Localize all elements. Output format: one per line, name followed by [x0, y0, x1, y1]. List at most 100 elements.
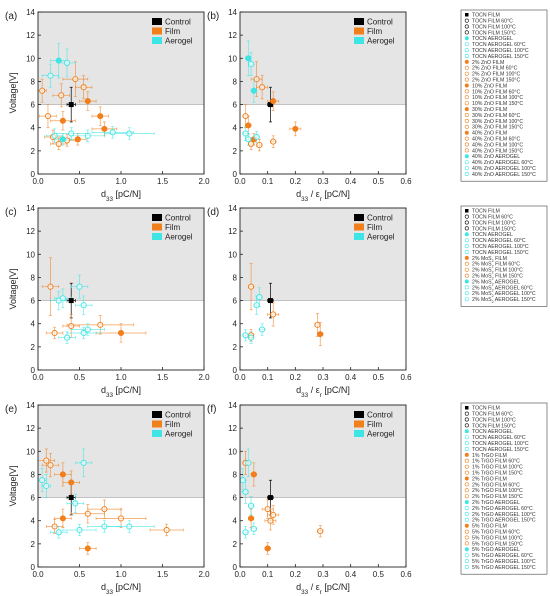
side-legend-label: 5% TrGO FILM — [472, 524, 507, 530]
legend-label: Aerogel — [367, 430, 395, 439]
side-legend-label: 2% ZnO FILM 60°C — [472, 66, 518, 72]
legend-label: Film — [165, 420, 180, 429]
data-point — [97, 113, 104, 120]
x-axis-label: d33 / εr [pC/N] — [296, 189, 350, 203]
data-point — [270, 138, 277, 145]
x-tick-label: 1.0 — [115, 570, 127, 579]
y-tick-label: 2 — [233, 147, 238, 156]
side-legend-label: TOCN FILM — [472, 406, 500, 412]
x-tick-label: 2.0 — [198, 373, 210, 382]
x-tick-label: 0.3 — [317, 177, 329, 186]
side-legend-label: 2% ZnO FILM — [472, 60, 504, 66]
data-point — [47, 72, 54, 79]
y-tick-label: 2 — [233, 540, 238, 549]
data-point — [80, 302, 87, 309]
y-tick-label: 10 — [26, 250, 35, 259]
panel-e: 0 2 4 6 8 10 12 14 0.0 0.5 1.0 1.5 2.0 d33 [pC/N] Volt… — [5, 401, 210, 596]
side-legend-marker — [464, 505, 469, 510]
data-point — [43, 457, 50, 464]
data-point — [317, 528, 324, 535]
data-point — [248, 334, 255, 341]
data-point — [51, 523, 58, 530]
side-legend-label: 10% ZnO FILM 150°C — [472, 101, 523, 107]
data-point — [97, 321, 104, 328]
side-legend-label: TOCN AEROGEL 100°C — [472, 48, 529, 54]
side-legend-marker — [464, 494, 469, 499]
side-legend-marker — [464, 273, 469, 278]
data-point — [242, 332, 249, 339]
x-tick-label: 0.2 — [290, 373, 302, 382]
y-tick-label: 10 — [26, 447, 35, 456]
data-point — [267, 298, 273, 304]
data-point — [68, 102, 74, 108]
x-axis-label: d33 / εr [pC/N] — [296, 385, 350, 399]
y-axis-label: Voltage[V] — [8, 465, 18, 506]
y-tick-label: 0 — [31, 563, 36, 572]
legend-swatch — [152, 223, 162, 231]
data-point — [58, 92, 65, 99]
y-tick-label: 6 — [233, 494, 238, 503]
y-tick-label: 8 — [31, 470, 36, 479]
legend-label: Aerogel — [165, 37, 193, 46]
side-legend-marker — [464, 53, 469, 58]
x-tick-label: 0.2 — [290, 570, 302, 579]
y-tick-label: 0 — [31, 170, 36, 179]
side-legend-label: 2% ZnO FILM 150°C — [472, 78, 520, 84]
side-legend-marker — [464, 71, 469, 76]
data-point — [59, 295, 66, 302]
legend-swatch — [152, 18, 162, 25]
x-axis-label: d33 [pC/N] — [101, 582, 141, 596]
x-tick-label: 0.0 — [234, 373, 246, 382]
side-legend-marker — [464, 124, 469, 129]
side-legend-marker — [464, 482, 469, 487]
side-legend-label: 5% TrGO FILM 60°C — [472, 530, 520, 536]
side-legend-label: 2% MoS2 FILM 100°C — [472, 268, 523, 275]
side-legend-marker — [464, 267, 469, 272]
side-legend-label: 40% ZnO FILM — [472, 131, 507, 137]
data-point — [109, 129, 116, 136]
data-point — [248, 502, 255, 509]
y-tick-label: 0 — [31, 366, 36, 375]
data-point — [245, 122, 252, 129]
side-legend-label: 2% MoS2 AEROGEL 60°C — [472, 285, 533, 292]
x-axis-label: d33 [pC/N] — [101, 189, 141, 203]
data-point — [55, 529, 62, 536]
data-point — [68, 298, 74, 304]
x-tick-label: 0.3 — [317, 373, 329, 382]
y-tick-label: 10 — [26, 54, 35, 63]
side-legend-label: 30% ZnO FILM 60°C — [472, 113, 520, 119]
side-legend-label: 2% MoS2 FILM 60°C — [472, 262, 520, 269]
side-legend-marker — [464, 547, 469, 552]
side-legend-marker — [464, 136, 469, 141]
side-legend-marker — [464, 564, 469, 569]
side-legend-label: TOCN AEROGEL 100°C — [472, 244, 529, 250]
x-tick-label: 2.0 — [198, 177, 210, 186]
data-point — [242, 113, 249, 120]
side-legend-marker — [464, 238, 469, 243]
side-legend-label: 1% TrGO FILM — [472, 453, 507, 459]
side-legend-label: TOCN FILM 60°C — [472, 19, 513, 25]
y-tick-label: 8 — [233, 77, 238, 86]
side-legend-marker — [464, 65, 469, 70]
y-axis-label: Voltage[V] — [8, 268, 18, 309]
side-legend-marker — [464, 417, 469, 422]
side-legend-label: TOCN FILM — [472, 209, 500, 215]
side-legend-marker — [464, 24, 469, 29]
data-point — [259, 84, 266, 91]
side-legend-marker — [464, 83, 469, 88]
data-point — [64, 334, 71, 341]
side-legend-label: 40% ZnO AEROGEL 150°C — [472, 172, 536, 178]
panel-label: (d) — [207, 207, 219, 218]
side-legend-marker — [464, 441, 469, 446]
x-tick-label: 1.5 — [157, 177, 169, 186]
data-point — [80, 84, 87, 91]
data-point — [248, 515, 255, 522]
side-legend-label: 40% ZnO FILM 150°C — [472, 148, 523, 154]
legend-label: Aerogel — [165, 430, 193, 439]
data-point — [80, 329, 87, 337]
side-legend-label: TOCN FILM 150°C — [472, 30, 516, 36]
data-point — [72, 500, 79, 507]
